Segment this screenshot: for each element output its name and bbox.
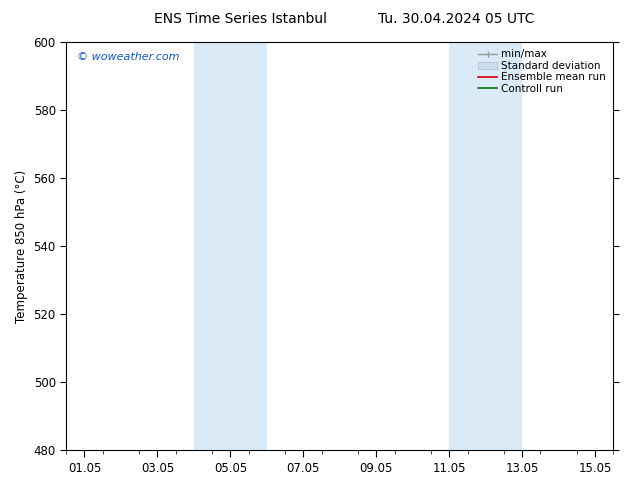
Text: © woweather.com: © woweather.com	[77, 52, 179, 62]
Text: Tu. 30.04.2024 05 UTC: Tu. 30.04.2024 05 UTC	[378, 12, 534, 26]
Bar	[194, 42, 267, 450]
Legend: min/max, Standard deviation, Ensemble mean run, Controll run: min/max, Standard deviation, Ensemble me…	[476, 47, 608, 96]
Text: ENS Time Series Istanbul: ENS Time Series Istanbul	[155, 12, 327, 26]
Bar	[450, 42, 522, 450]
Y-axis label: Temperature 850 hPa (°C): Temperature 850 hPa (°C)	[15, 170, 28, 323]
